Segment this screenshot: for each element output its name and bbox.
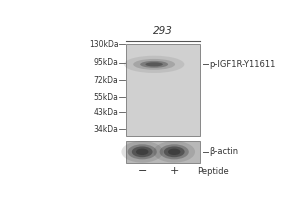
Ellipse shape <box>164 146 184 157</box>
Ellipse shape <box>133 59 175 70</box>
Text: 43kDa: 43kDa <box>94 108 118 117</box>
Ellipse shape <box>136 149 148 155</box>
Text: β-actin: β-actin <box>210 147 239 156</box>
Text: −: − <box>137 166 147 176</box>
Text: Peptide: Peptide <box>197 167 229 176</box>
Ellipse shape <box>140 61 168 68</box>
Text: 95kDa: 95kDa <box>94 58 118 67</box>
Ellipse shape <box>168 149 181 155</box>
Text: 34kDa: 34kDa <box>94 125 118 134</box>
Ellipse shape <box>146 62 163 66</box>
Ellipse shape <box>124 56 184 73</box>
Text: p-IGF1R-Y11611: p-IGF1R-Y11611 <box>210 60 276 69</box>
Bar <box>126 141 200 163</box>
Text: 130kDa: 130kDa <box>89 40 118 49</box>
Bar <box>126 44 200 136</box>
Ellipse shape <box>132 146 153 157</box>
Text: 55kDa: 55kDa <box>94 93 118 102</box>
Ellipse shape <box>160 144 189 159</box>
Ellipse shape <box>153 141 195 163</box>
Ellipse shape <box>128 144 157 159</box>
Text: 293: 293 <box>153 26 173 36</box>
Text: 72kDa: 72kDa <box>94 76 118 85</box>
Ellipse shape <box>122 141 163 163</box>
Text: +: + <box>169 166 179 176</box>
